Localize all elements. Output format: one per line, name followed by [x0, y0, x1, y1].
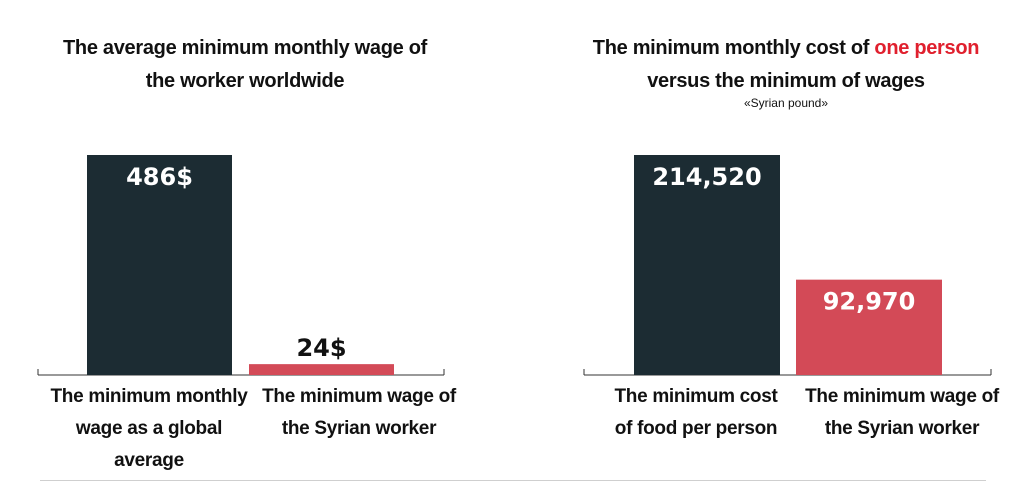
bar — [249, 364, 394, 375]
bar — [87, 155, 232, 375]
bottom-divider — [40, 480, 986, 481]
category-label-line: the Syrian worker — [824, 418, 980, 439]
category-label-line: The minimum cost — [614, 386, 778, 407]
category-label-line: The minimum monthly — [50, 386, 248, 407]
bar-chart-plot: 214,520 92,970 — [583, 155, 992, 376]
chart-title-line2: the worker worldwide — [145, 70, 345, 92]
category-label-1: The minimum monthly wage as a global ave… — [48, 381, 250, 477]
category-label-line: the Syrian worker — [281, 418, 437, 439]
chart-panel-right: The minimum monthly cost of one person v… — [548, 0, 1024, 483]
category-label-2: The minimum wage of the Syrian worker — [256, 381, 462, 445]
data-label: 486$ — [126, 163, 193, 191]
category-label-line: The minimum wage of — [262, 386, 456, 407]
bar — [634, 155, 780, 375]
bar — [796, 279, 942, 375]
chart-title-line1-text: The minimum monthly cost of — [592, 37, 875, 59]
bar-chart-plot: 486$ 24$ — [37, 155, 445, 376]
data-label: 24$ — [296, 334, 346, 362]
data-label: 214,520 — [652, 163, 761, 191]
chart-panel-left: The average minimum monthly wage of the … — [0, 0, 490, 483]
category-label-line: The minimum wage of — [805, 386, 999, 407]
chart-title-highlight: one person — [874, 37, 980, 59]
chart-title-line1: The average minimum monthly wage of — [62, 37, 428, 59]
chart-title-line1: The minimum monthly cost of one person — [548, 32, 1024, 65]
chart-title: The average minimum monthly wage of the … — [0, 32, 490, 98]
category-label-line: average — [114, 450, 184, 471]
data-label: 92,970 — [823, 288, 916, 316]
chart-subtitle: «Syrian pound» — [743, 96, 829, 110]
chart-title-line2: versus the minimum of wages — [647, 70, 925, 92]
category-label-2: The minimum wage of the Syrian worker — [798, 381, 1006, 445]
category-label-line: wage as a global — [75, 418, 223, 439]
category-label-line: of food per person — [614, 418, 778, 439]
category-label-1: The minimum cost of food per person — [600, 381, 792, 445]
chart-title: The minimum monthly cost of one person v… — [548, 32, 1024, 98]
